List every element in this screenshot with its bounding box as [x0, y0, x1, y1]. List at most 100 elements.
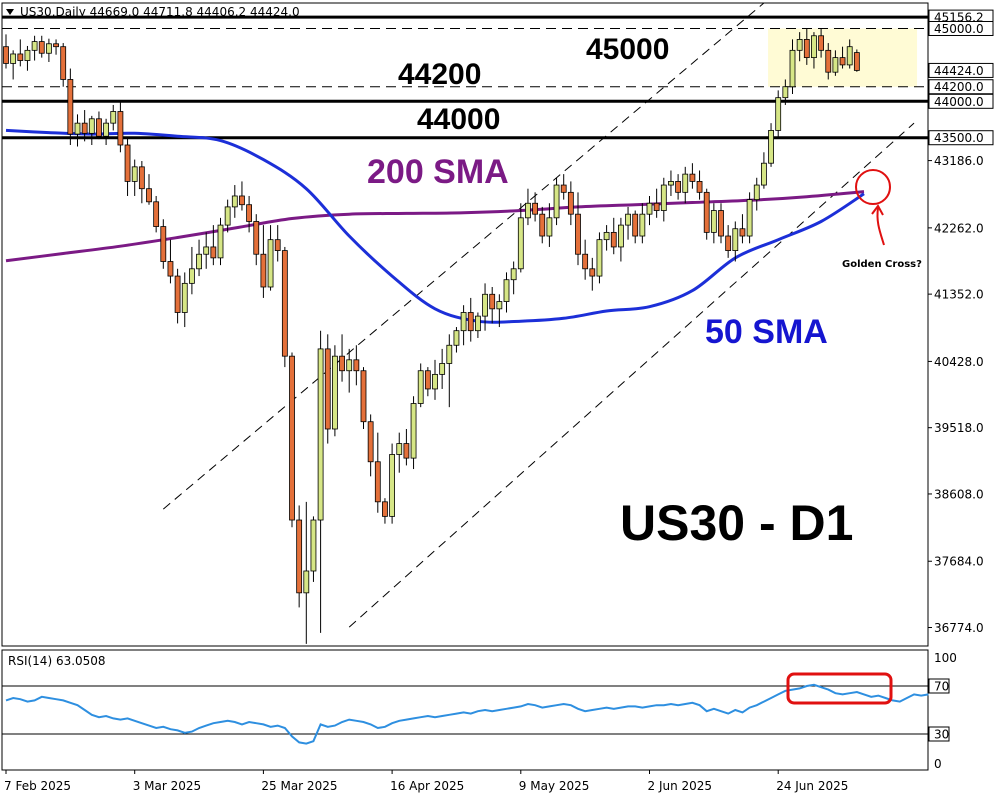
candle	[382, 498, 388, 524]
candle	[10, 50, 17, 80]
candle	[253, 214, 260, 266]
candle	[38, 35, 45, 58]
candle	[682, 166, 689, 204]
candle-body-up	[439, 363, 446, 375]
candle	[560, 174, 567, 200]
candle-body-up	[668, 181, 674, 186]
candles-layer	[3, 28, 860, 644]
candle	[403, 428, 410, 466]
candle-body-up	[24, 49, 31, 61]
candle-body-down	[467, 312, 474, 332]
candle	[703, 188, 710, 240]
candle-body-up	[196, 253, 202, 270]
sma50-line	[5, 128, 865, 324]
candle-body-up	[10, 53, 17, 64]
candle-body-down	[610, 231, 617, 248]
candle-body-down	[803, 39, 810, 59]
candle	[625, 206, 631, 240]
candle-body-up	[482, 293, 488, 317]
candle	[3, 34, 9, 69]
candle	[582, 239, 589, 280]
rsi-tick-label: 100	[934, 651, 957, 665]
candle	[367, 414, 374, 477]
rsi-tick-label: 0	[934, 757, 942, 771]
candle	[117, 101, 124, 153]
candle	[60, 43, 67, 87]
candle	[474, 312, 481, 338]
candle-body-up	[474, 315, 481, 332]
price-tick-label: 38608.0	[934, 487, 984, 501]
candle	[353, 345, 360, 386]
candle	[853, 49, 860, 72]
candle-body-down	[703, 191, 710, 233]
candle	[210, 225, 217, 266]
candle	[239, 181, 245, 211]
candle-body-down	[60, 46, 67, 80]
candle	[53, 39, 59, 55]
candle-body-up	[446, 344, 453, 364]
candle	[260, 225, 267, 298]
candle-body-down	[53, 43, 59, 48]
candle-body-up	[753, 184, 760, 201]
candle-body-up	[74, 122, 81, 135]
price-tick-label: 44000.0	[934, 95, 984, 109]
candle	[460, 305, 467, 346]
rsi-level-box	[928, 678, 950, 694]
candle-body-up	[553, 184, 560, 219]
candle	[432, 359, 438, 400]
candle	[303, 501, 310, 644]
date-tick-label: 2 Jun 2025	[648, 779, 713, 793]
candle	[267, 225, 274, 291]
candle	[489, 286, 496, 324]
candle	[596, 232, 603, 284]
candle-body-down	[825, 49, 832, 73]
candle-body-up	[503, 279, 510, 302]
candle	[174, 268, 181, 324]
date-tick-label: 7 Feb 2025	[4, 779, 71, 793]
candle-body-up	[460, 312, 467, 332]
candle	[496, 294, 503, 328]
candle-body-down	[253, 221, 260, 255]
rsi-line	[5, 683, 929, 745]
candle	[339, 334, 345, 382]
candle-body-up	[618, 224, 624, 248]
candle	[846, 39, 853, 69]
candle-body-down	[560, 184, 567, 193]
date-tick-label: 9 May 2025	[519, 779, 590, 793]
candle-body-up	[310, 519, 317, 572]
level-label-45000: 45000	[586, 33, 669, 66]
candle-body-down	[38, 41, 45, 54]
date-tick-label: 16 Apr 2025	[390, 779, 464, 793]
candle-body-up	[596, 239, 603, 277]
candle	[567, 181, 574, 226]
candle-body-up	[775, 97, 782, 131]
candle	[217, 217, 224, 266]
rsi-overbought-highlight	[786, 672, 893, 705]
candle	[124, 137, 131, 196]
candle	[153, 195, 160, 233]
candle	[589, 257, 596, 291]
candle-body-down	[117, 111, 124, 146]
candle	[803, 28, 810, 65]
price-tick-label: 41352.0	[934, 288, 984, 302]
candle	[181, 272, 188, 328]
candle	[289, 352, 295, 528]
candle-body-down	[489, 293, 496, 310]
candle-body-down	[539, 213, 546, 237]
price-tick-label: 45000.0	[934, 22, 984, 36]
candle	[739, 214, 746, 244]
candle	[525, 188, 531, 226]
candle	[324, 334, 331, 444]
price-tick-label: 36774.0	[934, 621, 984, 635]
candle	[396, 432, 403, 473]
candle-body-up	[181, 282, 188, 313]
price-tick-label: 37684.0	[934, 555, 984, 569]
price-label-box	[928, 20, 994, 36]
candle-body-down	[153, 201, 160, 227]
candle	[389, 443, 396, 524]
candle-body-up	[768, 130, 774, 164]
axis-layer: 45156.245000.044424.044200.044000.043500…	[4, 9, 994, 793]
candle-body-down	[696, 181, 703, 193]
triangle-down-icon	[6, 9, 14, 15]
